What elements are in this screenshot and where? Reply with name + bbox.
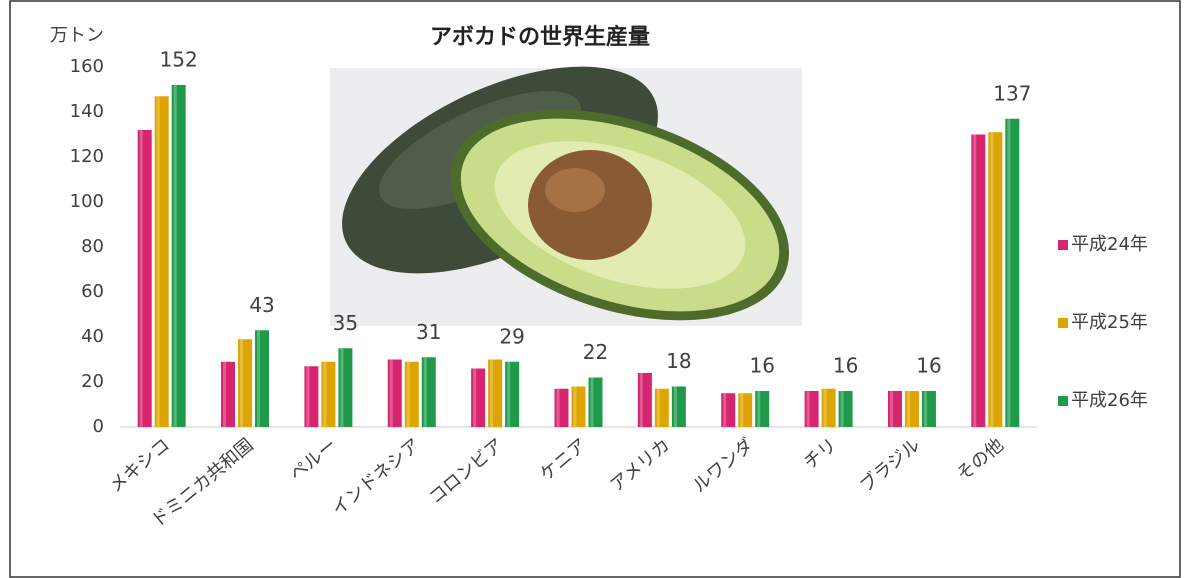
y-tick-label: 160 — [70, 56, 104, 77]
bar-highlight — [823, 388, 827, 427]
bar-highlight — [757, 391, 761, 427]
bar-highlight — [306, 366, 310, 427]
bar — [387, 359, 402, 427]
bar — [505, 361, 520, 427]
bar-highlight — [673, 386, 677, 427]
bar-highlight — [223, 361, 227, 427]
legend-swatch — [1058, 318, 1068, 328]
bar — [154, 96, 169, 427]
bar — [1005, 118, 1020, 427]
y-axis-label: 万トン — [50, 25, 104, 46]
bar — [488, 359, 503, 427]
y-tick-label: 120 — [70, 146, 104, 167]
bar-highlight — [490, 359, 494, 427]
bar-highlight — [473, 368, 477, 427]
chart-title: アボカドの世界生産量 — [430, 24, 650, 50]
bar — [471, 368, 486, 427]
bar-highlight — [639, 373, 643, 427]
bar — [821, 388, 836, 427]
bar-highlight — [740, 393, 744, 427]
bar — [971, 134, 986, 427]
bar-highlight — [840, 391, 844, 427]
bar — [671, 386, 686, 427]
bar-highlight — [173, 85, 177, 427]
bar-highlight — [139, 130, 143, 427]
data-label: 16 — [750, 354, 775, 378]
data-label: 152 — [160, 48, 198, 72]
y-tick-label: 0 — [93, 416, 104, 437]
bar — [221, 361, 236, 427]
bar — [554, 388, 569, 427]
data-label: 16 — [916, 354, 941, 378]
bar-highlight — [1007, 118, 1011, 427]
bar — [255, 330, 270, 427]
legend-label: 平成24年 — [1071, 234, 1148, 255]
bar-highlight — [507, 361, 511, 427]
bar-highlight — [889, 391, 893, 427]
bar — [738, 393, 753, 427]
data-label: 31 — [416, 320, 441, 344]
bar — [421, 357, 436, 427]
bar-highlight — [973, 134, 977, 427]
data-label: 16 — [833, 354, 858, 378]
bar-highlight — [806, 391, 810, 427]
bar-highlight — [406, 361, 410, 427]
bar-highlight — [556, 388, 560, 427]
data-label: 137 — [993, 81, 1031, 105]
bar — [571, 386, 586, 427]
legend-label: 平成25年 — [1071, 312, 1148, 333]
bar — [404, 361, 419, 427]
bar-highlight — [240, 339, 244, 427]
y-tick-label: 80 — [81, 236, 104, 257]
data-label: 35 — [333, 311, 358, 335]
bar — [637, 373, 652, 427]
bar-highlight — [389, 359, 393, 427]
data-label: 29 — [499, 324, 524, 348]
bar — [238, 339, 253, 427]
bar — [988, 132, 1003, 427]
bar-highlight — [906, 391, 910, 427]
legend-swatch — [1058, 240, 1068, 250]
y-tick-label: 100 — [70, 191, 104, 212]
bar-highlight — [573, 386, 577, 427]
legend-swatch — [1058, 396, 1068, 406]
bar — [721, 393, 736, 427]
bar — [921, 391, 936, 427]
avocado-illustration — [330, 66, 802, 326]
bar — [338, 348, 353, 427]
bar-highlight — [423, 357, 427, 427]
bar — [321, 361, 336, 427]
y-tick-label: 20 — [81, 371, 104, 392]
bar-highlight — [656, 388, 660, 427]
bar — [171, 85, 186, 427]
y-tick-label: 40 — [81, 326, 104, 347]
bar — [137, 130, 152, 427]
data-label: 22 — [583, 340, 608, 364]
y-tick-label: 140 — [70, 101, 104, 122]
bar — [838, 391, 853, 427]
bar — [304, 366, 319, 427]
bar — [887, 391, 902, 427]
bar — [588, 377, 603, 427]
y-tick-label: 60 — [81, 281, 104, 302]
bar-highlight — [257, 330, 261, 427]
bar-highlight — [590, 377, 594, 427]
legend-label: 平成26年 — [1071, 390, 1148, 411]
bar-highlight — [723, 393, 727, 427]
bar-highlight — [340, 348, 344, 427]
bar — [904, 391, 919, 427]
bar — [804, 391, 819, 427]
bar-highlight — [990, 132, 994, 427]
bar — [755, 391, 770, 427]
bar-highlight — [156, 96, 160, 427]
bar — [654, 388, 669, 427]
data-label: 18 — [666, 349, 691, 373]
bar-highlight — [323, 361, 327, 427]
bar-highlight — [923, 391, 927, 427]
data-label: 43 — [249, 293, 274, 317]
